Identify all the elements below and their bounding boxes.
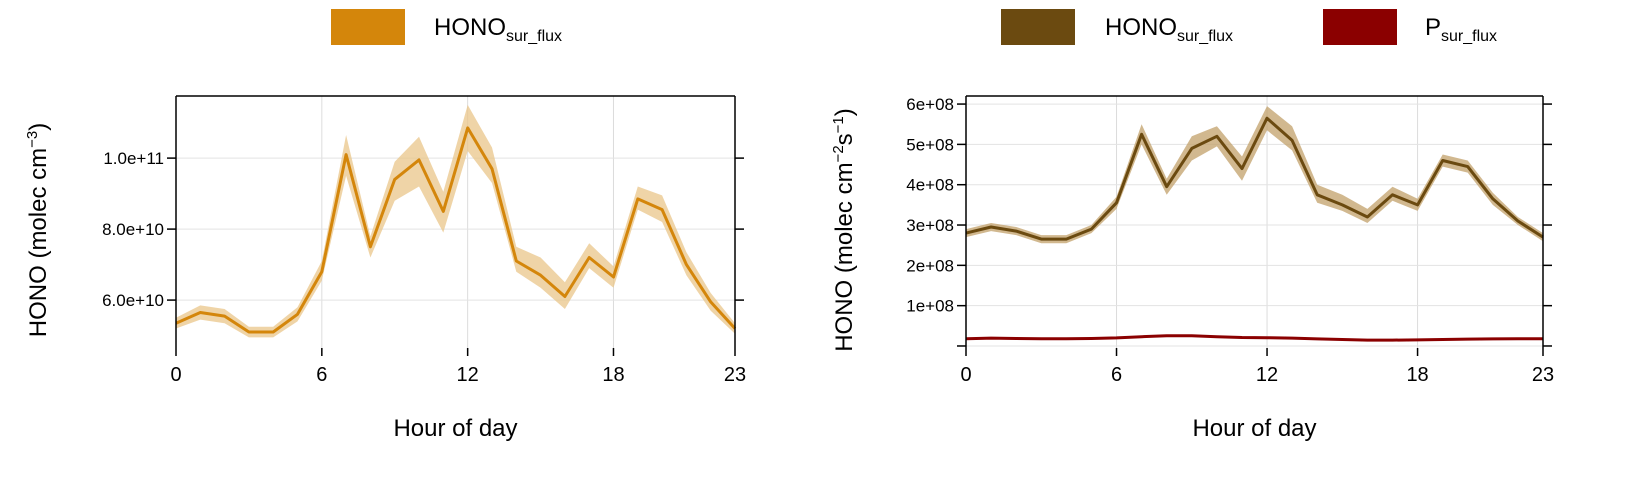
series-line	[175, 126, 737, 334]
legend-label-main: HONO	[434, 14, 506, 41]
x-tick-label: 18	[1406, 364, 1428, 386]
legend-label: Psur_flux	[1425, 14, 1497, 45]
y-tick-label: 8.0e+10	[102, 220, 164, 239]
legend-swatch	[1323, 9, 1397, 45]
legend-swatch	[1001, 9, 1075, 45]
y-axis-title-main: HONO (molec cm	[25, 148, 52, 337]
series-line	[965, 116, 1544, 241]
legend-swatch	[331, 9, 405, 45]
y-axis-title-sup: −3	[24, 131, 41, 148]
x-tick-label: 23	[1532, 364, 1554, 386]
x-tick-label: 18	[602, 364, 624, 386]
y-tick-label: 6e+08	[906, 95, 954, 114]
x-tick-label: 23	[724, 364, 746, 386]
y-tick-label: 3e+08	[906, 216, 954, 235]
y-tick-label: 2e+08	[906, 256, 954, 275]
confidence-band	[176, 104, 735, 338]
confidence-band	[966, 106, 1543, 244]
left-panel: 0 6 12 18 23 6.0e+10 8.0e+10 1.0e+11 Hour of day…	[24, 9, 746, 442]
legend-label-main: HONO	[1105, 14, 1177, 41]
legend-label-main: P	[1425, 14, 1441, 41]
y-tick-label: 4e+08	[906, 176, 954, 195]
y-axis-title-main: HONO (molec cm	[831, 162, 858, 351]
x-tick-label: 12	[1256, 364, 1278, 386]
y-tick-label: 1.0e+11	[103, 149, 164, 168]
x-axis-title: Hour of day	[1192, 415, 1316, 442]
y-axis-title-tail: )	[831, 108, 858, 116]
series-line	[965, 334, 1543, 342]
legend-label: HONOsur_flux	[434, 14, 562, 45]
y-axis-title-mid: s	[831, 133, 858, 145]
y-tick-label: 1e+08	[906, 297, 954, 316]
y-tick-label: 5e+08	[906, 135, 954, 154]
legend-label-sub: sur_flux	[506, 28, 562, 45]
y-axis-title: HONO (molec cm−2s−1)	[830, 108, 858, 352]
x-tick-label: 0	[960, 364, 971, 386]
x-axis-title: Hour of day	[393, 415, 517, 442]
legend-label: HONOsur_flux	[1105, 14, 1233, 45]
y-tick-label: 6.0e+10	[102, 291, 164, 310]
x-tick-label: 0	[170, 364, 181, 386]
y-axis-title-tail: )	[25, 123, 52, 131]
y-axis-title: HONO (molec cm−3)	[24, 123, 52, 337]
y-axis-title-sup: −2	[830, 145, 847, 162]
x-tick-label: 6	[316, 364, 327, 386]
y-axis-title-sup2: −1	[830, 116, 847, 133]
x-tick-label: 6	[1111, 364, 1122, 386]
legend-label-sub: sur_flux	[1441, 28, 1497, 45]
x-tick-label: 12	[457, 364, 479, 386]
right-panel: 0 6 12 18 23 1e+08 2e+08 3e+08 4e+08 5e+08 6e+08 Ho…	[830, 9, 1554, 442]
legend-label-sub: sur_flux	[1177, 28, 1233, 45]
